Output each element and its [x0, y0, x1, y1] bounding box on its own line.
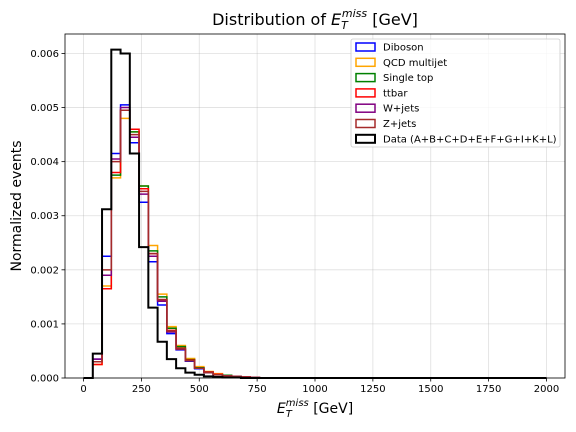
y-tick-label: 0.001 [30, 319, 59, 330]
legend-entry: Diboson [383, 43, 424, 54]
title-unit: [GeV] [367, 10, 418, 29]
x-tick-label: 1250 [360, 384, 385, 395]
y-tick-label: 0.002 [30, 265, 59, 276]
series-line-7 [83, 48, 547, 379]
title-sup: miss [342, 7, 368, 20]
xlabel-unit: [GeV] [309, 401, 353, 417]
legend-entry: ttbar [383, 88, 408, 99]
x-tick-label: 2000 [534, 384, 559, 395]
x-tick-label: 1500 [418, 384, 443, 395]
series-layer [83, 48, 547, 379]
legend-entry: Single top [383, 73, 433, 84]
legend-swatch [355, 72, 376, 83]
y-axis-label: Normalized events [9, 140, 25, 271]
legend-swatch [355, 118, 376, 129]
x-tick-label: 1000 [302, 384, 327, 395]
plot-frame [64, 33, 566, 379]
x-axis-ticks: 0 250 500 750 1000 1250 1500 1750 2000 [80, 378, 559, 395]
x-tick-label: 500 [190, 384, 209, 395]
title-sub: T [341, 19, 349, 32]
xlabel-sup: miss [286, 398, 309, 409]
legend-swatch [355, 103, 376, 113]
legend-swatch [355, 42, 376, 52]
y-tick-label: 0.000 [30, 374, 59, 385]
legend-swatch [355, 57, 376, 68]
legend: Diboson QCD multijet Single top ttbar W+jets… [350, 38, 561, 148]
legend-box [350, 38, 561, 148]
legend-entry: Z+jets [383, 119, 416, 130]
legend-entry: W+jets [383, 104, 419, 115]
legend-entry: QCD multijet [383, 58, 447, 69]
x-axis-label: ETmiss [GeV] [277, 398, 353, 420]
y-tick-label: 0.003 [30, 211, 59, 222]
x-tick-label: 1750 [476, 384, 501, 395]
x-tick-label: 750 [248, 384, 267, 395]
legend-swatch [355, 88, 376, 98]
title-symbol: E [331, 10, 342, 29]
title-main: Distribution of [212, 10, 331, 29]
xlabel-sub: T [286, 409, 293, 420]
xlabel-symbol: E [277, 401, 286, 417]
legend-entry: Data (A+B+C+D+E+F+G+I+K+L) [383, 134, 557, 145]
x-tick-label: 250 [132, 384, 151, 395]
x-tick-label: 0 [80, 384, 86, 395]
chart-title: Distribution of ETmiss [GeV] [212, 7, 418, 32]
legend-swatch [355, 133, 376, 144]
y-tick-label: 0.006 [30, 49, 59, 60]
y-tick-label: 0.005 [30, 103, 59, 114]
y-axis-ticks: 0.000 0.001 0.002 0.003 0.004 0.005 0.006 [30, 49, 65, 385]
y-tick-label: 0.004 [30, 157, 59, 168]
